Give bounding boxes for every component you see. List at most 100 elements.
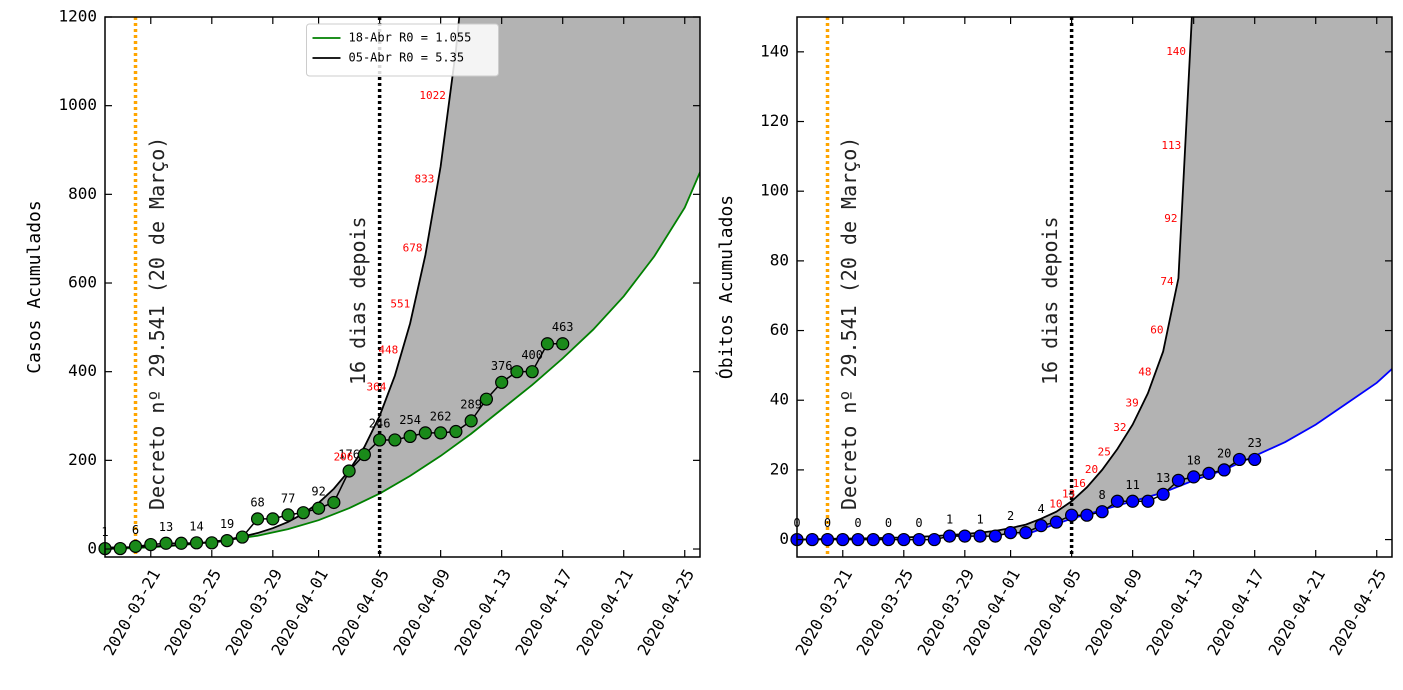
value-label: 8 — [1099, 488, 1106, 502]
data-point — [1202, 466, 1216, 480]
value-label: 0 — [824, 516, 831, 530]
x-tick-label: 2020-04-21 — [1264, 566, 1329, 659]
data-point — [495, 375, 509, 389]
y-tick-label: 0 — [779, 529, 789, 548]
x-tick-label: 2020-04-13 — [1142, 566, 1207, 659]
data-point — [1034, 519, 1048, 533]
projection-label: 16 — [1073, 477, 1086, 490]
data-point — [1065, 508, 1079, 522]
data-point — [525, 365, 539, 379]
x-tick-label: 2020-03-25 — [853, 566, 918, 659]
data-point — [1171, 473, 1186, 487]
projection-label: 25 — [1098, 445, 1111, 458]
value-label: 13 — [159, 520, 173, 534]
projection-label: 448 — [378, 343, 398, 356]
projection-label: 113 — [1161, 139, 1181, 152]
value-label: 289 — [460, 397, 482, 411]
data-point — [220, 533, 234, 548]
legend-label: 05-Abr R0 = 5.35 — [349, 51, 465, 65]
data-point — [296, 506, 310, 520]
data-point — [988, 529, 1002, 543]
value-label: 1 — [946, 513, 953, 527]
y-axis-label: Casos Acumulados — [24, 200, 45, 373]
data-point — [342, 464, 356, 478]
x-tick-label: 2020-03-21 — [100, 566, 165, 659]
x-tick-label: 2020-03-25 — [161, 566, 226, 659]
data-point — [418, 426, 432, 440]
value-label: 463 — [552, 320, 574, 334]
data-point — [1217, 463, 1231, 477]
y-tick-label: 1000 — [58, 95, 97, 114]
y-tick-label: 100 — [760, 181, 789, 200]
axes-frame — [796, 16, 1393, 558]
data-point — [1019, 526, 1033, 540]
data-point — [113, 541, 127, 556]
data-point — [927, 532, 941, 547]
data-point — [250, 512, 265, 526]
value-label: 19 — [220, 517, 234, 531]
event-label: 16 dias depois — [346, 216, 370, 385]
data-point — [205, 536, 219, 550]
plot-area — [797, 17, 1392, 541]
value-label: 376 — [491, 359, 513, 373]
data-point — [897, 532, 911, 547]
y-tick-label: 60 — [770, 320, 789, 339]
projection-label: 678 — [403, 241, 423, 254]
projection-label: 1022 — [419, 89, 446, 102]
data-point — [510, 365, 524, 379]
projection-label: 10 — [1049, 498, 1062, 511]
value-label: 400 — [521, 348, 543, 362]
data-point — [1232, 452, 1247, 467]
event-label: Decreto nº 29.541 (20 de Março) — [145, 137, 169, 510]
x-tick-label: 2020-04-09 — [1081, 566, 1146, 659]
projection-label: 32 — [1113, 421, 1126, 434]
value-label: 254 — [399, 413, 421, 427]
data-point — [958, 529, 972, 543]
data-point — [281, 508, 295, 522]
value-label: 7 — [1068, 492, 1075, 506]
data-point — [174, 536, 188, 550]
x-tick-label: 2020-04-25 — [633, 566, 698, 659]
projection-label: 48 — [1138, 365, 1151, 378]
value-label: 92 — [311, 485, 325, 499]
value-label: 0 — [885, 516, 892, 530]
data-point — [836, 532, 850, 547]
value-label: 77 — [281, 491, 295, 505]
value-label: 13 — [1156, 471, 1170, 485]
y-tick-label: 400 — [68, 361, 97, 380]
data-point — [464, 414, 478, 428]
data-point — [479, 392, 494, 406]
value-label: 2 — [1007, 509, 1014, 523]
value-label: 262 — [430, 409, 452, 423]
legend-box — [306, 23, 499, 77]
data-point — [373, 433, 387, 447]
projection-label: 206 — [334, 451, 354, 464]
projection-label: 140 — [1166, 45, 1186, 58]
value-label: 0 — [915, 516, 922, 530]
value-label: 4 — [1037, 502, 1044, 516]
y-tick-label: 80 — [770, 250, 789, 269]
data-point — [449, 424, 463, 439]
data-point — [434, 426, 448, 440]
projection-label: 364 — [366, 381, 386, 394]
data-point — [144, 537, 158, 552]
y-tick-label: 800 — [68, 184, 97, 203]
y-tick-label: 0 — [87, 539, 97, 558]
data-point — [556, 337, 570, 351]
event-label: 16 dias depois — [1038, 216, 1062, 385]
data-point — [1095, 505, 1109, 519]
projection-label: 13 — [1062, 487, 1075, 500]
data-point — [1156, 487, 1170, 501]
projection-label: 551 — [390, 298, 410, 311]
x-tick-label: 2020-03-21 — [792, 566, 857, 659]
projection-label: 92 — [1164, 212, 1177, 225]
data-point — [1003, 526, 1018, 540]
axes-frame — [104, 16, 701, 558]
data-point — [1141, 494, 1155, 508]
x-tick-label: 2020-04-17 — [511, 566, 576, 659]
legend-label: 18-Abr R0 = 1.055 — [349, 31, 472, 45]
data-point — [820, 532, 835, 547]
value-label: 246 — [369, 416, 391, 430]
